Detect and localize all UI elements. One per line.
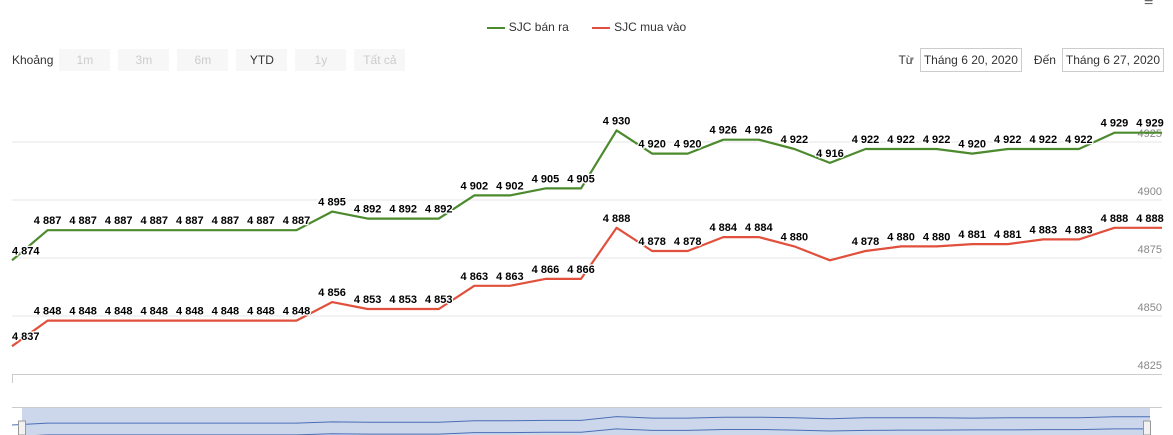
data-label: 4 926: [745, 125, 773, 137]
y-tick-label: 4825: [1138, 360, 1162, 372]
data-label: 4 848: [69, 306, 97, 318]
data-label: 4 848: [34, 306, 62, 318]
data-label: 4 848: [176, 306, 204, 318]
legend-item-sjc-ban-ra[interactable]: SJC bán ra: [486, 20, 569, 34]
hamburger-menu-icon[interactable]: ≡: [1144, 0, 1154, 10]
range-button-6m[interactable]: 6m: [177, 49, 229, 71]
data-label: 4 884: [745, 222, 773, 234]
data-label: 4 848: [283, 306, 311, 318]
data-label: 4 883: [1030, 224, 1058, 236]
navigator-series: [11, 416, 1150, 426]
data-label: 4 888: [603, 213, 631, 225]
data-label: 4 878: [852, 236, 880, 248]
from-date-input[interactable]: Tháng 6 20, 2020: [919, 48, 1022, 72]
range-selector: Khoảng 1m 3m 6m YTD 1y Tất cả: [12, 48, 413, 72]
data-label: 4 892: [389, 204, 417, 216]
y-tick-label: 4925: [1138, 128, 1162, 140]
data-label: 4 902: [496, 180, 524, 192]
y-tick-label: 4875: [1138, 244, 1162, 256]
legend-label: SJC bán ra: [508, 20, 569, 34]
range-button-3m[interactable]: 3m: [118, 49, 170, 71]
data-label: 4 887: [212, 215, 240, 227]
data-label: 4 892: [354, 204, 382, 216]
data-label: 4 922: [781, 134, 809, 146]
range-button-ytd[interactable]: YTD: [236, 49, 288, 71]
data-label: 4 920: [638, 139, 666, 151]
data-label: 4 837: [12, 331, 40, 343]
data-label: 4 881: [958, 229, 986, 241]
data-label: 4 874: [12, 245, 40, 257]
data-label: 4 895: [318, 197, 346, 209]
data-label: 4 920: [958, 139, 986, 151]
navigator-mask[interactable]: [22, 408, 1150, 435]
data-label: 4 929: [1136, 118, 1164, 130]
legend-swatch: [486, 26, 505, 29]
data-label: 4 866: [567, 264, 595, 276]
series-line-1[interactable]: [11, 226, 1162, 348]
data-label: 4 878: [674, 236, 702, 248]
data-label: 4 880: [781, 231, 809, 243]
data-label: 4 863: [461, 271, 489, 283]
date-range: Từ Tháng 6 20, 2020 Đến Tháng 6 27, 2020: [898, 48, 1164, 72]
data-label: 4 880: [923, 231, 951, 243]
data-label: 4 866: [532, 264, 560, 276]
data-label: 4 887: [140, 215, 168, 227]
data-label: 4 880: [887, 231, 915, 243]
data-label: 4 922: [1030, 134, 1058, 146]
data-label: 4 922: [994, 134, 1022, 146]
data-label: 4 853: [425, 294, 453, 306]
to-date-input[interactable]: Tháng 6 27, 2020: [1061, 48, 1164, 72]
data-label: 4 905: [532, 173, 560, 185]
data-label: 4 887: [247, 215, 275, 227]
data-label: 4 887: [69, 215, 97, 227]
data-label: 4 878: [638, 236, 666, 248]
data-label: 4 856: [318, 287, 346, 299]
data-label: 4 922: [923, 134, 951, 146]
range-button-1m[interactable]: 1m: [59, 49, 111, 71]
data-label: 4 902: [461, 180, 489, 192]
series-line-0[interactable]: [11, 129, 1162, 262]
data-label: 4 883: [1065, 224, 1093, 236]
data-label: 4 853: [389, 294, 417, 306]
navigator-handle[interactable]: [18, 420, 26, 435]
data-label: 4 881: [994, 229, 1022, 241]
legend-item-sjc-mua-vao[interactable]: SJC mua vào: [592, 20, 686, 34]
data-label: 4 920: [674, 139, 702, 151]
data-label: 4 888: [1136, 213, 1164, 225]
data-label: 4 887: [176, 215, 204, 227]
data-label: 4 892: [425, 204, 453, 216]
data-label: 4 887: [105, 215, 133, 227]
data-label: 4 848: [212, 306, 240, 318]
data-label: 4 905: [567, 173, 595, 185]
legend-swatch: [592, 26, 611, 29]
data-label: 4 922: [852, 134, 880, 146]
legend-label: SJC mua vào: [614, 20, 687, 34]
to-label: Đến: [1033, 53, 1056, 67]
data-label: 4 853: [354, 294, 382, 306]
from-label: Từ: [898, 53, 914, 67]
data-label: 4 922: [1065, 134, 1093, 146]
data-label: 4 863: [496, 271, 524, 283]
y-tick-label: 4900: [1138, 186, 1162, 198]
data-label: 4 848: [105, 306, 133, 318]
legend: SJC bán ra SJC mua vào: [0, 20, 1173, 34]
navigator-handle[interactable]: [1143, 420, 1151, 435]
range-button-all[interactable]: Tất cả: [354, 49, 406, 71]
data-label: 4 930: [603, 115, 631, 127]
data-label: 4 884: [709, 222, 737, 234]
y-tick-label: 4850: [1138, 302, 1162, 314]
range-button-1y[interactable]: 1y: [295, 49, 347, 71]
data-label: 4 929: [1101, 118, 1129, 130]
data-label: 4 916: [816, 148, 844, 160]
data-label: 4 888: [1101, 213, 1129, 225]
data-label: 4 926: [709, 125, 737, 137]
range-label: Khoảng: [12, 53, 54, 67]
data-label: 4 922: [887, 134, 915, 146]
data-label: 4 887: [283, 215, 311, 227]
data-label: 4 848: [140, 306, 168, 318]
data-label: 4 887: [34, 215, 62, 227]
data-label: 4 848: [247, 306, 275, 318]
